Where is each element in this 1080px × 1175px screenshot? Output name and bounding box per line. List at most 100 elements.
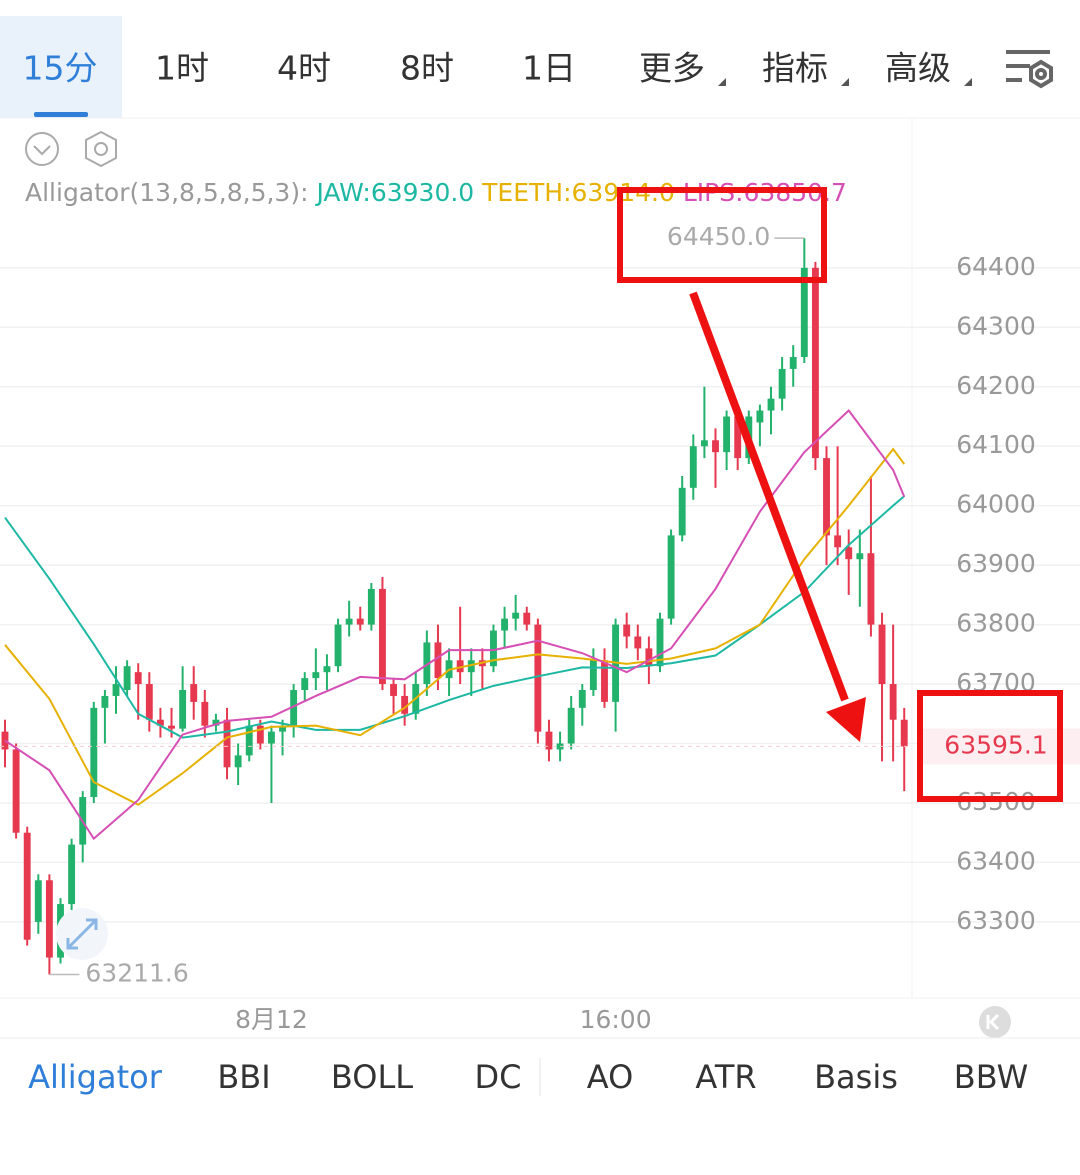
candle-body xyxy=(23,832,31,940)
candle-body xyxy=(601,660,608,702)
candle-body xyxy=(578,690,586,708)
candle-body xyxy=(645,648,653,667)
indicator-tab[interactable]: BBI xyxy=(217,1058,270,1096)
timeframe-tab[interactable]: 1日 xyxy=(522,49,576,88)
high-marker-label: 64450.0 xyxy=(667,222,770,251)
legend-item: Alligator(13,8,5,8,5,3): xyxy=(25,178,309,207)
timeframe-tab[interactable]: 更多 xyxy=(639,49,705,88)
candle-body xyxy=(778,368,786,399)
indicator-tab[interactable]: BOLL xyxy=(331,1058,413,1096)
indicator-line xyxy=(4,447,906,806)
candle-body xyxy=(456,660,464,673)
timeframe-tab[interactable]: 高级 xyxy=(885,49,951,88)
scroll-end-button[interactable] xyxy=(979,1006,1011,1038)
candle-body xyxy=(345,618,353,625)
candle-body xyxy=(589,660,597,690)
highlight-box xyxy=(617,187,827,283)
candle-body xyxy=(101,695,109,708)
candle-body xyxy=(401,695,409,714)
candle-body xyxy=(323,666,331,673)
x-tick-label: 16:00 xyxy=(580,1005,652,1034)
candle-body xyxy=(356,618,364,625)
timeframe-tab[interactable]: 1时 xyxy=(155,49,209,88)
candle-body xyxy=(290,690,298,726)
candle-body xyxy=(512,612,520,619)
low-marker-label: 63211.6 xyxy=(85,958,188,987)
active-tab-bg xyxy=(0,16,122,118)
dropdown-caret xyxy=(841,78,849,86)
candle-body xyxy=(789,357,797,369)
candle-body xyxy=(678,487,686,536)
indicator-tab[interactable]: DC xyxy=(475,1058,522,1096)
settings-icon[interactable] xyxy=(1006,50,1053,89)
candle-body xyxy=(12,749,20,833)
candle-body xyxy=(279,725,286,732)
candle-body xyxy=(267,731,275,744)
candle-body xyxy=(767,398,775,411)
candle-body xyxy=(234,755,242,768)
indicator-line xyxy=(4,495,905,739)
indicator-tab[interactable]: ATR xyxy=(695,1058,756,1096)
candle-body xyxy=(800,267,808,358)
candle-body xyxy=(156,719,164,726)
annotation-arrowhead xyxy=(826,697,866,742)
candle-body xyxy=(545,731,553,750)
candle-body xyxy=(878,624,886,685)
candle-body xyxy=(523,612,531,625)
collapse-icon[interactable] xyxy=(25,132,59,166)
candle-body xyxy=(434,642,442,679)
legend-item: JAW:63930.0 xyxy=(314,178,474,207)
candle-body xyxy=(467,660,475,673)
candle-body xyxy=(723,416,731,453)
y-tick-label: 64400 xyxy=(956,252,1036,281)
candle-body xyxy=(90,707,98,798)
indicator-tab[interactable]: Basis xyxy=(814,1058,898,1096)
candle-body xyxy=(567,707,575,744)
candle-body xyxy=(145,684,153,720)
timeframe-tab[interactable]: 8时 xyxy=(400,49,454,88)
candle-body xyxy=(68,844,76,905)
y-tick-label: 64100 xyxy=(956,430,1036,459)
candle-body xyxy=(212,719,220,726)
candle-body xyxy=(367,588,375,625)
candle-body xyxy=(712,440,719,453)
y-tick-label: 64300 xyxy=(956,311,1036,340)
candle-body xyxy=(756,410,764,423)
y-tick-label: 63800 xyxy=(956,609,1036,638)
plot: 64450.0 63211.6 xyxy=(1,222,908,987)
highlight-box xyxy=(917,690,1063,802)
candle-body xyxy=(623,624,631,637)
annotation-arrow xyxy=(689,291,849,702)
candle-body xyxy=(811,267,819,459)
x-tick-label: 8月12 xyxy=(235,1005,308,1034)
candle-body xyxy=(700,440,708,447)
candle-body xyxy=(34,880,42,922)
candle-body xyxy=(134,672,142,685)
candle-body xyxy=(689,446,697,488)
indicator-tab[interactable]: BBW xyxy=(954,1058,1028,1096)
timeframe-tab[interactable]: 4时 xyxy=(277,49,331,88)
timeframe-tab[interactable]: 指标 xyxy=(762,49,828,88)
candle-body xyxy=(734,416,742,459)
candle-body xyxy=(45,880,53,958)
candle-body xyxy=(390,684,397,696)
candle-body xyxy=(823,458,830,536)
candle-body xyxy=(845,547,853,560)
timeframe-tab[interactable]: 15分 xyxy=(23,49,98,88)
candle-body xyxy=(245,725,253,756)
indicator-tab[interactable]: Alligator xyxy=(28,1058,163,1096)
grid xyxy=(0,267,1080,923)
indicator-tab[interactable]: AO xyxy=(587,1058,634,1096)
dropdown-caret xyxy=(964,78,972,86)
y-tick-label: 64200 xyxy=(956,371,1036,400)
settings-hex-icon[interactable] xyxy=(85,130,117,168)
candle-body xyxy=(834,535,842,548)
y-tick-label: 63300 xyxy=(956,906,1036,935)
expand-icon[interactable] xyxy=(56,908,108,960)
candle-body xyxy=(301,678,309,690)
candle-body xyxy=(534,624,542,732)
candle-body xyxy=(223,719,231,768)
candle-body xyxy=(889,684,897,720)
candle-body xyxy=(201,701,209,726)
candle-body xyxy=(379,588,386,685)
